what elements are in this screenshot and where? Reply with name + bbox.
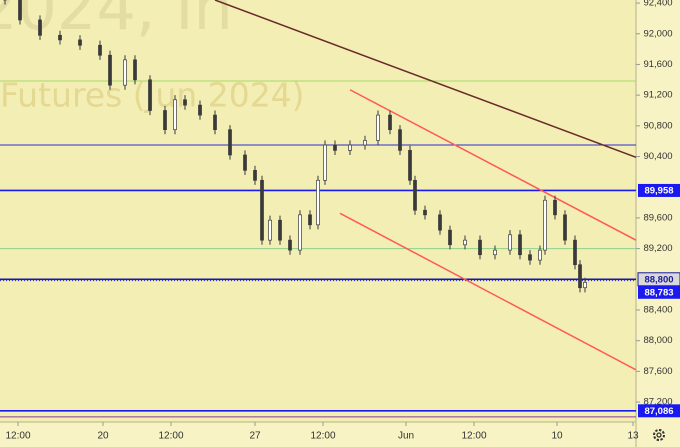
trend-line: [349, 89, 637, 241]
candle-body: [363, 140, 367, 146]
x-tick-label: 12:00: [310, 431, 335, 442]
candle-body: [253, 169, 257, 181]
candle-body: [133, 59, 137, 81]
y-tick-label: 89,600: [643, 212, 672, 223]
candle-body: [308, 214, 312, 226]
candle-body: [408, 150, 412, 181]
price-label: 87,086: [644, 406, 673, 417]
x-tick-label: 12:00: [461, 431, 486, 442]
candle-body: [376, 114, 380, 141]
candle-body: [348, 144, 352, 151]
candle-body: [438, 214, 442, 231]
y-tick-label: 90,400: [643, 151, 672, 162]
x-tick-label: 10: [551, 431, 563, 442]
candle-body: [413, 179, 417, 211]
candle-body: [573, 239, 577, 266]
y-tick-label: 92,400: [643, 0, 672, 9]
price-label: 89,958: [644, 185, 673, 196]
price-label-box: [638, 183, 680, 197]
candle-body: [583, 282, 587, 289]
candle-body: [163, 110, 167, 131]
candle-body: [478, 239, 482, 256]
candle-body: [538, 249, 542, 261]
price-label-box: [638, 404, 680, 418]
candle-body: [578, 264, 582, 289]
candle-body: [123, 59, 127, 86]
y-tick-label: 89,200: [643, 243, 672, 254]
candle-body: [518, 234, 522, 256]
candle-body: [173, 99, 177, 131]
watermark-subtitle: Futures (Jun 2024): [0, 76, 305, 115]
candle-body: [563, 214, 567, 241]
x-tick-label: 12:00: [5, 431, 30, 442]
candle-body: [388, 114, 392, 131]
candle-body: [448, 229, 452, 246]
candle-body: [18, 0, 22, 21]
y-tick-label: 90,800: [643, 120, 672, 131]
candle-body: [268, 219, 272, 241]
candle-body: [493, 249, 497, 256]
watermark: 2024, In: [0, 0, 233, 44]
candle-body: [553, 199, 557, 216]
candle-body: [278, 219, 282, 241]
y-tick-label: 91,600: [643, 59, 672, 70]
candle-body: [58, 34, 62, 41]
price-label: 88,800: [644, 274, 673, 285]
y-tick-label: 87,200: [643, 397, 672, 408]
candle-body: [298, 214, 302, 251]
y-tick-label: 87,600: [643, 366, 672, 377]
candle-body: [78, 39, 82, 46]
candle-body: [228, 129, 232, 156]
price-label-box: [638, 285, 680, 299]
candle-body: [528, 254, 532, 261]
gear-outer[interactable]: [653, 429, 665, 441]
candle-body: [398, 129, 402, 151]
candle-body: [508, 234, 512, 251]
candle-body: [108, 54, 112, 86]
candle-body: [543, 199, 547, 251]
candle-body: [198, 104, 202, 116]
candle-body: [148, 79, 152, 111]
x-tick-label: 13: [627, 431, 639, 442]
candle-body: [38, 19, 42, 36]
x-tick-label: 12:00: [158, 431, 183, 442]
candle-body: [260, 179, 264, 241]
y-tick-label: 88,400: [643, 304, 672, 315]
trend-line: [339, 212, 637, 371]
candle-body: [333, 144, 337, 151]
y-tick-label: 92,000: [643, 28, 672, 39]
candle-body: [463, 239, 467, 246]
candle-body: [213, 114, 217, 131]
y-tick-label: 88,000: [643, 335, 672, 346]
x-tick-label: Jun: [398, 431, 414, 442]
settings-button[interactable]: [653, 429, 665, 441]
candle-body: [98, 44, 102, 56]
price-label: 88,783: [644, 287, 673, 298]
candle-body: [243, 154, 247, 171]
candle-body: [316, 179, 320, 226]
x-tick-label: 20: [97, 431, 109, 442]
x-axis-background: [0, 422, 636, 447]
x-tick-label: 27: [249, 431, 261, 442]
y-tick-label: 91,200: [643, 90, 672, 101]
trend-line: [214, 0, 637, 158]
y-axis-background: [636, 0, 680, 447]
candle-body: [288, 239, 292, 251]
candle-body: [323, 144, 327, 181]
candle-body: [423, 209, 427, 216]
candle-body: [183, 99, 187, 106]
gear-inner[interactable]: [656, 432, 662, 438]
